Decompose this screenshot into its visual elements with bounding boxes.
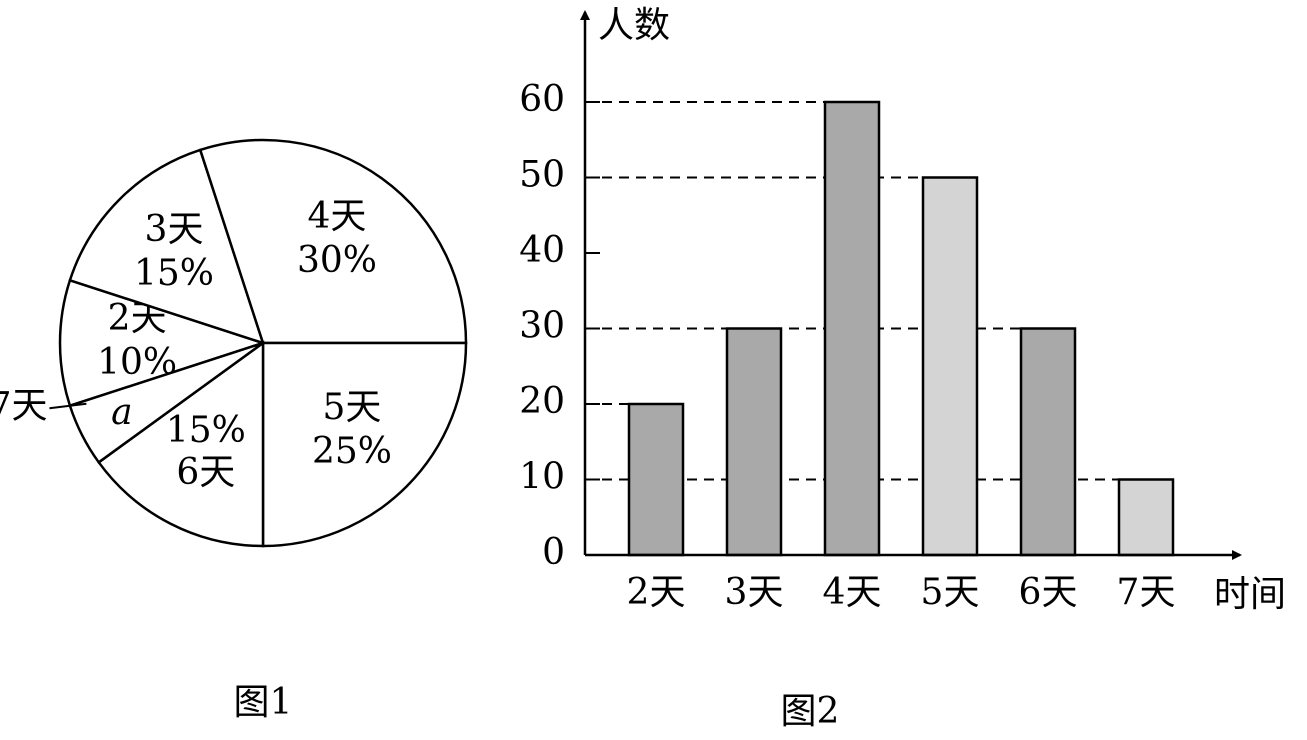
y-tick-label: 30 [519,306,565,347]
chart-title: 图1 [234,682,293,723]
slice-value-label: 15% [134,253,214,294]
pie-slice [58,278,268,408]
x-tick-label: 5天 [921,572,980,613]
pie-slice [198,138,468,345]
x-tick-label: 4天 [823,572,882,613]
pie-slice [97,340,265,548]
x-axis-label: 时间 [1214,574,1286,615]
y-tick-label: 0 [542,532,565,573]
bar [627,402,685,557]
pie-slice [261,341,468,548]
slice-value-label: 25% [312,431,392,472]
y-axis-label: 人数 [598,5,670,46]
y-tick-label: 60 [519,79,565,120]
bar [725,327,783,557]
x-tick-label: 2天 [627,572,686,613]
bar [921,176,979,557]
bar [1117,478,1175,557]
bar [823,100,881,557]
x-tick-label: 6天 [1019,572,1078,613]
slice-label: 5天 [323,387,382,428]
y-tick-label: 20 [519,381,565,422]
x-tick-label: 7天 [1117,572,1176,613]
chart-title: 图2 [781,691,840,732]
y-tick-label: 10 [519,457,565,498]
y-tick-label: 40 [519,230,565,271]
leader-line [49,402,87,410]
slice-value-label: a [111,392,132,433]
slice-label: 4天 [308,196,367,237]
slice-label: 3天 [145,209,204,250]
slice-label: 6天 [176,452,235,493]
slice-value-label: 15% [166,410,246,451]
x-tick-label: 3天 [725,572,784,613]
bar [1019,327,1077,557]
slice-value-label: 30% [297,240,377,281]
y-tick-label: 50 [519,155,565,196]
slice-label: 7天 [0,385,47,426]
